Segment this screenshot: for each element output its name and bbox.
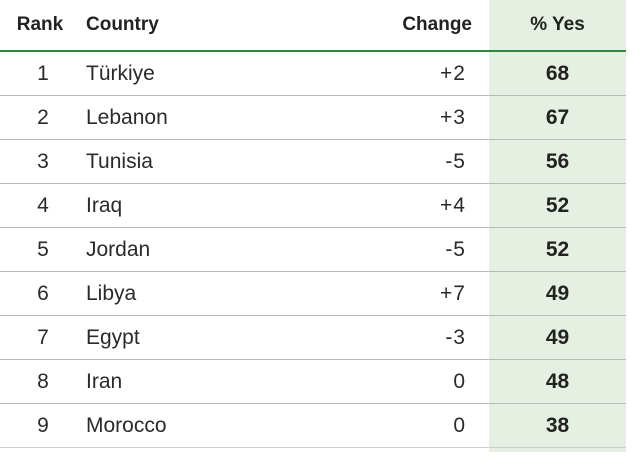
- country-cell: Egypt: [86, 325, 140, 349]
- percent-yes-cell: 38: [545, 413, 570, 437]
- country-cell: Libya: [86, 281, 137, 305]
- table-row: 9 Morocco 0 38: [0, 404, 626, 448]
- percent-yes-cell: 67: [545, 105, 570, 129]
- country-cell: Iraq: [86, 193, 123, 217]
- header-country: Country: [86, 14, 159, 35]
- rank-cell: 5: [37, 237, 49, 261]
- rank-cell: 9: [37, 413, 49, 437]
- percent-yes-cell: 68: [545, 61, 570, 85]
- percent-yes-cell: 48: [545, 369, 570, 393]
- change-cell: -5: [445, 149, 466, 173]
- rank-cell: 2: [37, 105, 49, 129]
- table-row: 8 Iran 0 48: [0, 360, 626, 404]
- table-row: 3 Tunisia -5 56: [0, 140, 626, 184]
- table-row: 2 Lebanon +3 67: [0, 96, 626, 140]
- yes-column-highlight: [489, 0, 626, 452]
- header-rank: Rank: [16, 14, 64, 35]
- table-row: 7 Egypt -3 49: [0, 316, 626, 360]
- country-cell: Lebanon: [86, 105, 168, 129]
- percent-yes-cell: 56: [545, 149, 570, 173]
- country-cell: Morocco: [86, 413, 167, 437]
- rank-cell: 8: [37, 369, 49, 393]
- rank-cell: 3: [37, 149, 49, 173]
- change-cell: +4: [440, 193, 466, 217]
- percent-yes-cell: 49: [545, 325, 570, 349]
- header-change: Change: [402, 14, 472, 35]
- table-row: 6 Libya +7 49: [0, 272, 626, 316]
- header-percent-yes: % Yes: [530, 14, 585, 35]
- rank-cell: 4: [37, 193, 49, 217]
- rank-cell: 6: [37, 281, 49, 305]
- rank-cell: 7: [37, 325, 49, 349]
- country-cell: Türkiye: [86, 61, 155, 85]
- table-header: Rank Country Change % Yes: [0, 0, 626, 52]
- percent-yes-cell: 52: [545, 237, 570, 261]
- change-cell: -3: [445, 325, 466, 349]
- change-cell: +7: [440, 281, 466, 305]
- country-cell: Iran: [86, 369, 123, 393]
- country-cell: Jordan: [86, 237, 151, 261]
- country-cell: Tunisia: [86, 149, 153, 173]
- table-row: 5 Jordan -5 52: [0, 228, 626, 272]
- rank-cell: 1: [37, 61, 49, 85]
- table-row: 1 Türkiye +2 68: [0, 52, 626, 96]
- table-row: 4 Iraq +4 52: [0, 184, 626, 228]
- change-cell: +3: [440, 105, 466, 129]
- change-cell: -5: [445, 237, 466, 261]
- change-cell: 0: [453, 369, 466, 393]
- change-cell: +2: [440, 61, 466, 85]
- change-cell: 0: [453, 413, 466, 437]
- percent-yes-cell: 52: [545, 193, 570, 217]
- percent-yes-cell: 49: [545, 281, 570, 305]
